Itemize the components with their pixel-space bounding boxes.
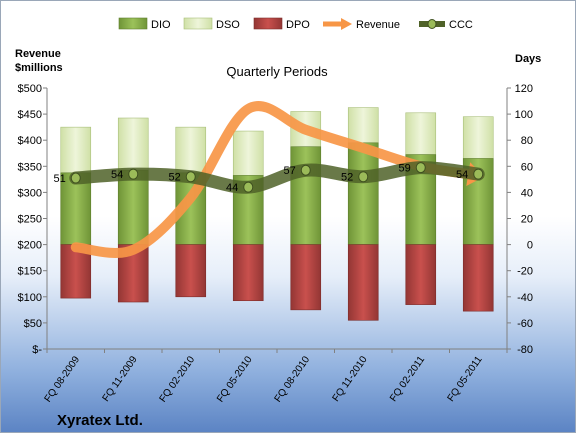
company-name: Xyratex Ltd. <box>57 412 143 429</box>
left-tick-label: $100 <box>18 292 42 304</box>
ccc-marker <box>70 172 81 184</box>
left-tick-label: $50 <box>24 318 42 330</box>
ccc-marker <box>128 168 139 180</box>
left-tick-label: $150 <box>18 266 42 278</box>
bar-dio <box>117 169 149 245</box>
ccc-data-label: 54 <box>456 169 468 181</box>
chart-title: Quarterly Periods <box>226 64 328 79</box>
ccc-marker <box>473 168 484 180</box>
legend-label-dso: DSO <box>216 19 240 31</box>
bar-dpo <box>175 244 207 298</box>
x-category-label: FQ 11-2010 <box>331 354 370 404</box>
left-tick-label: $450 <box>18 109 42 121</box>
left-tick-label: $300 <box>18 187 42 199</box>
bar-dpo <box>290 244 322 311</box>
x-category-label: FQ 08-2009 <box>43 354 83 404</box>
right-tick-label: 100 <box>515 109 533 121</box>
left-tick-label: $400 <box>18 135 42 147</box>
bar-dio <box>290 146 322 245</box>
ccc-marker <box>358 171 369 183</box>
right-tick-label: -40 <box>517 292 533 304</box>
ccc-data-label: 54 <box>111 169 123 181</box>
bar-dio <box>60 172 92 245</box>
x-category-label: FQ 02-2010 <box>158 354 198 404</box>
right-tick-label: -20 <box>517 266 533 278</box>
legend-swatch-dso <box>183 17 213 30</box>
ccc-marker <box>243 181 254 193</box>
ccc-marker <box>300 164 311 176</box>
right-tick-label: 20 <box>521 214 533 226</box>
bar-dpo <box>347 244 379 321</box>
right-tick-label: 0 <box>527 240 533 252</box>
ccc-data-label: 44 <box>226 182 238 194</box>
ccc-marker <box>185 171 196 183</box>
ccc-data-label: 57 <box>284 165 296 177</box>
bar-dpo <box>232 244 264 302</box>
x-category-label: FQ 11-2009 <box>101 354 140 404</box>
legend-arrowhead-revenue <box>341 18 352 30</box>
bar-dio <box>347 142 379 245</box>
legend-marker-ccc <box>427 19 437 29</box>
right-tick-label: 80 <box>521 135 533 147</box>
right-tick-label: 120 <box>515 83 533 95</box>
legend-label-dio: DIO <box>151 19 171 31</box>
legend-swatch-dpo <box>253 17 283 30</box>
left-tick-label: $- <box>32 344 42 356</box>
right-tick-label: 40 <box>521 187 533 199</box>
bar-dpo <box>462 244 494 312</box>
ccc-data-label: 51 <box>54 173 66 185</box>
right-tick-label: -60 <box>517 318 533 330</box>
x-category-label: FQ 05-2011 <box>446 354 485 404</box>
right-tick-label: -80 <box>517 344 533 356</box>
left-tick-label: $200 <box>18 240 42 252</box>
x-category-label: FQ 08-2010 <box>273 354 313 404</box>
left-tick-label: $250 <box>18 214 42 226</box>
left-axis-label-line2: $millions <box>15 62 63 74</box>
ccc-marker <box>415 162 426 174</box>
legend-swatch-dio <box>118 17 148 30</box>
bar-dpo <box>405 244 437 305</box>
ccc-data-label: 59 <box>399 163 411 175</box>
left-tick-label: $500 <box>18 83 42 95</box>
legend-label-ccc: CCC <box>449 19 473 31</box>
legend-label-dpo: DPO <box>286 19 310 31</box>
left-axis-label-line1: Revenue <box>15 48 61 60</box>
legend-label-revenue: Revenue <box>356 19 400 31</box>
right-axis-label: Days <box>515 53 541 65</box>
left-tick-label: $350 <box>18 161 42 173</box>
ccc-data-label: 52 <box>341 172 353 184</box>
x-category-label: FQ 05-2010 <box>215 354 255 404</box>
right-tick-label: 60 <box>521 161 533 173</box>
x-category-label: FQ 02-2011 <box>388 354 427 404</box>
ccc-data-label: 52 <box>169 172 181 184</box>
